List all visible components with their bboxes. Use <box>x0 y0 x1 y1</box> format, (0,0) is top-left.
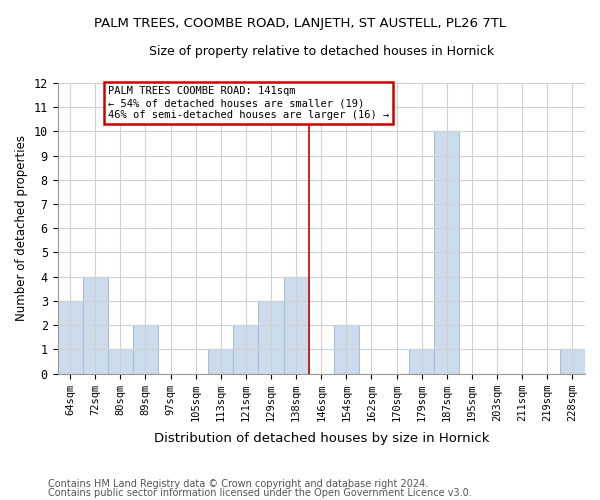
Bar <box>409 350 434 374</box>
Bar <box>133 325 158 374</box>
Bar <box>108 350 133 374</box>
X-axis label: Distribution of detached houses by size in Hornick: Distribution of detached houses by size … <box>154 432 489 445</box>
Text: PALM TREES, COOMBE ROAD, LANJETH, ST AUSTELL, PL26 7TL: PALM TREES, COOMBE ROAD, LANJETH, ST AUS… <box>94 18 506 30</box>
Text: Contains public sector information licensed under the Open Government Licence v3: Contains public sector information licen… <box>48 488 472 498</box>
Bar <box>83 276 108 374</box>
Text: Contains HM Land Registry data © Crown copyright and database right 2024.: Contains HM Land Registry data © Crown c… <box>48 479 428 489</box>
Title: Size of property relative to detached houses in Hornick: Size of property relative to detached ho… <box>149 45 494 58</box>
Bar <box>233 325 259 374</box>
Bar <box>208 350 233 374</box>
Y-axis label: Number of detached properties: Number of detached properties <box>15 135 28 321</box>
Bar <box>560 350 585 374</box>
Bar <box>334 325 359 374</box>
Bar <box>58 301 83 374</box>
Bar <box>259 301 284 374</box>
Bar <box>434 132 460 374</box>
Text: PALM TREES COOMBE ROAD: 141sqm
← 54% of detached houses are smaller (19)
46% of : PALM TREES COOMBE ROAD: 141sqm ← 54% of … <box>108 86 389 120</box>
Bar <box>284 276 309 374</box>
